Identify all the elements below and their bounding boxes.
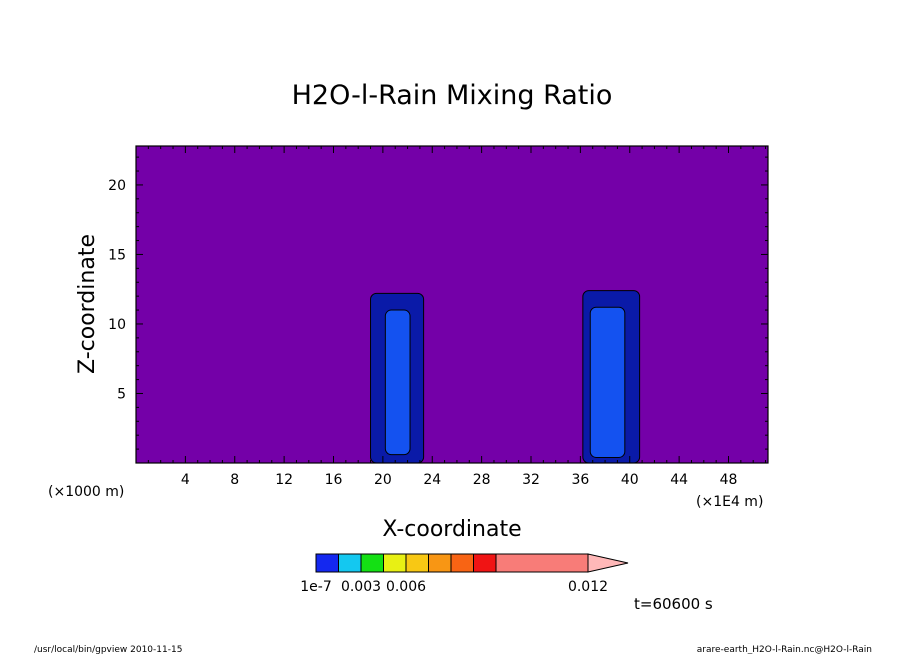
colorbar-box-2	[338, 553, 362, 573]
x-tick-label: 48	[720, 472, 738, 488]
contour-region-inner-2	[589, 306, 626, 458]
colorbar-label: 1e-7	[300, 579, 331, 595]
x-tick-label: 44	[670, 472, 688, 488]
x-tick-label: 20	[374, 472, 392, 488]
colorbar-box-6	[428, 553, 452, 573]
x-unit-left: (×1000 m)	[48, 484, 124, 500]
colorbar-box-9	[495, 553, 589, 573]
colorbar-arrow	[587, 553, 629, 573]
colorbar-box-4	[383, 553, 407, 573]
time-label: t=60600 s	[634, 595, 713, 613]
x-tick-label: 16	[325, 472, 343, 488]
plot-area	[136, 146, 768, 464]
x-axis-label: X-coordinate	[382, 517, 521, 542]
field-background	[136, 146, 768, 463]
y-tick-label: 10	[108, 317, 126, 333]
x-tick-label: 36	[571, 472, 589, 488]
colorbar-box-1	[315, 553, 339, 573]
x-tick-label: 12	[275, 472, 293, 488]
colorbar: 1e-7 0.003 0.006 0.012	[300, 553, 629, 595]
x-tick-label: 32	[522, 472, 540, 488]
chart-title: H2O-l-Rain Mixing Ratio	[292, 80, 613, 111]
plot-frame	[135, 145, 769, 464]
x-unit-right: (×1E4 m)	[696, 494, 763, 510]
colorbar-label: 0.006	[386, 579, 426, 595]
x-tick-label: 28	[473, 472, 491, 488]
colorbar-box-8	[473, 553, 497, 573]
colorbar-label: 0.003	[341, 579, 381, 595]
footer-left: /usr/local/bin/gpview 2010-11-15	[34, 645, 182, 654]
x-tick-label: 24	[423, 472, 441, 488]
colorbar-box-5	[405, 553, 429, 573]
colorbar-box-7	[450, 553, 474, 573]
colorbar-box-3	[360, 553, 384, 573]
y-tick-label: 15	[108, 247, 126, 263]
y-tick-label: 5	[117, 386, 126, 402]
contour-region-inner-1	[384, 309, 411, 456]
colorbar-label: 0.012	[568, 579, 608, 595]
x-tick-label: 40	[621, 472, 639, 488]
y-tick-label: 20	[108, 178, 126, 194]
footer-right: arare-earth_H2O-l-Rain.nc@H2O-l-Rain	[697, 645, 872, 654]
x-tick-label: 8	[230, 472, 239, 488]
y-axis-label: Z-coordinate	[75, 234, 100, 374]
x-tick-label: 4	[181, 472, 190, 488]
